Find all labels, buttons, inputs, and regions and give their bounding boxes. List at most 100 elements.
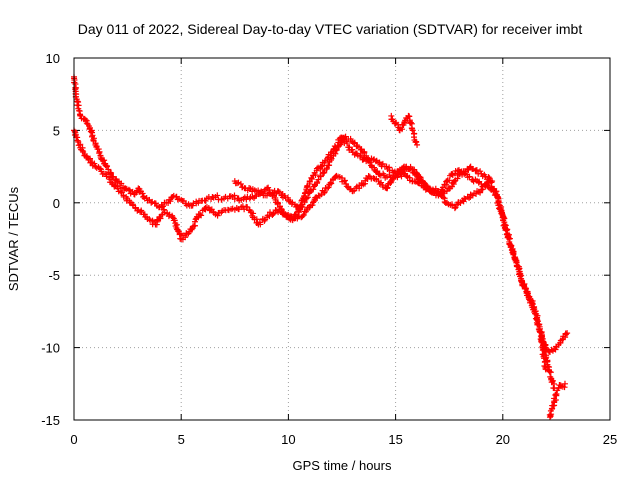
data-point bbox=[384, 184, 391, 191]
data-point bbox=[441, 199, 448, 206]
data-point bbox=[374, 168, 381, 175]
data-point bbox=[443, 188, 450, 195]
data-point bbox=[452, 204, 459, 211]
data-point bbox=[309, 202, 316, 209]
data-point bbox=[334, 142, 341, 149]
data-point bbox=[202, 197, 209, 204]
data-point bbox=[537, 329, 544, 336]
data-point bbox=[466, 194, 473, 201]
y-tick-label: 10 bbox=[46, 51, 60, 66]
data-point bbox=[339, 178, 346, 185]
data-point bbox=[351, 139, 358, 146]
data-point bbox=[82, 117, 89, 124]
data-point bbox=[547, 369, 554, 376]
data-point bbox=[83, 120, 90, 127]
data-point bbox=[546, 411, 553, 418]
data-point bbox=[534, 321, 541, 328]
data-point bbox=[466, 173, 473, 180]
data-point bbox=[542, 342, 549, 349]
data-point bbox=[454, 175, 461, 182]
data-point bbox=[287, 216, 294, 223]
data-point bbox=[196, 211, 203, 218]
data-point bbox=[235, 206, 242, 213]
x-axis-label: GPS time / hours bbox=[293, 458, 392, 473]
data-point bbox=[417, 174, 424, 181]
data-point bbox=[538, 334, 545, 341]
data-point bbox=[117, 188, 124, 195]
data-point bbox=[310, 199, 317, 206]
plot-frame bbox=[73, 57, 611, 421]
data-point bbox=[376, 171, 383, 178]
data-point bbox=[403, 172, 410, 179]
data-point bbox=[188, 226, 195, 233]
data-point bbox=[343, 183, 350, 190]
data-point bbox=[244, 204, 251, 211]
data-point bbox=[361, 154, 368, 161]
data-point bbox=[467, 191, 474, 198]
data-point bbox=[177, 235, 184, 242]
x-tick-label: 25 bbox=[603, 432, 617, 447]
data-point bbox=[236, 197, 243, 204]
data-point bbox=[228, 206, 235, 213]
x-tick-label: 15 bbox=[388, 432, 402, 447]
data-point bbox=[443, 178, 450, 185]
data-point bbox=[98, 168, 105, 175]
x-tick-label: 10 bbox=[281, 432, 295, 447]
data-point bbox=[89, 132, 96, 139]
data-point bbox=[176, 195, 183, 202]
data-point bbox=[201, 197, 208, 204]
data-point bbox=[262, 192, 269, 199]
data-point bbox=[553, 343, 560, 350]
y-axis-label: SDTVAR / TECUs bbox=[6, 186, 21, 291]
x-tick-label: 20 bbox=[496, 432, 510, 447]
data-point bbox=[298, 202, 305, 209]
data-point bbox=[406, 166, 413, 173]
data-point bbox=[370, 175, 377, 182]
data-point bbox=[308, 176, 315, 183]
y-tick-label: -15 bbox=[41, 413, 60, 428]
data-point bbox=[198, 212, 205, 219]
data-point bbox=[510, 251, 517, 258]
data-point bbox=[423, 185, 430, 192]
data-point bbox=[407, 119, 414, 126]
data-point bbox=[504, 233, 511, 240]
data-point bbox=[262, 216, 269, 223]
data-point bbox=[365, 173, 372, 180]
data-point bbox=[301, 193, 308, 200]
data-point bbox=[379, 160, 386, 167]
data-point bbox=[125, 186, 132, 193]
data-point bbox=[77, 112, 84, 119]
data-point bbox=[140, 193, 147, 200]
data-point bbox=[239, 203, 246, 210]
data-point bbox=[312, 172, 319, 179]
data-point bbox=[279, 209, 286, 216]
data-point bbox=[323, 166, 330, 173]
data-point bbox=[210, 194, 217, 201]
data-point bbox=[270, 210, 277, 217]
data-point bbox=[486, 175, 493, 182]
data-point bbox=[317, 173, 324, 180]
data-point bbox=[550, 384, 557, 391]
data-point bbox=[272, 194, 279, 201]
data-point bbox=[477, 168, 484, 175]
data-point bbox=[561, 384, 568, 391]
x-tick-labels: 0 5 10 15 20 25 bbox=[70, 432, 617, 447]
data-point bbox=[91, 160, 98, 167]
data-point bbox=[349, 146, 356, 153]
data-point bbox=[261, 217, 268, 224]
x-tick-label: 0 bbox=[70, 432, 77, 447]
data-point bbox=[446, 177, 453, 184]
data-point bbox=[160, 206, 167, 213]
data-point bbox=[159, 203, 166, 210]
data-point bbox=[521, 280, 528, 287]
data-point bbox=[120, 184, 127, 191]
data-points bbox=[71, 73, 571, 421]
data-point bbox=[541, 355, 548, 362]
data-point bbox=[96, 148, 103, 155]
data-point bbox=[314, 179, 321, 186]
data-point bbox=[84, 121, 91, 128]
data-point bbox=[185, 230, 192, 237]
data-point bbox=[231, 196, 238, 203]
data-point bbox=[304, 194, 311, 201]
